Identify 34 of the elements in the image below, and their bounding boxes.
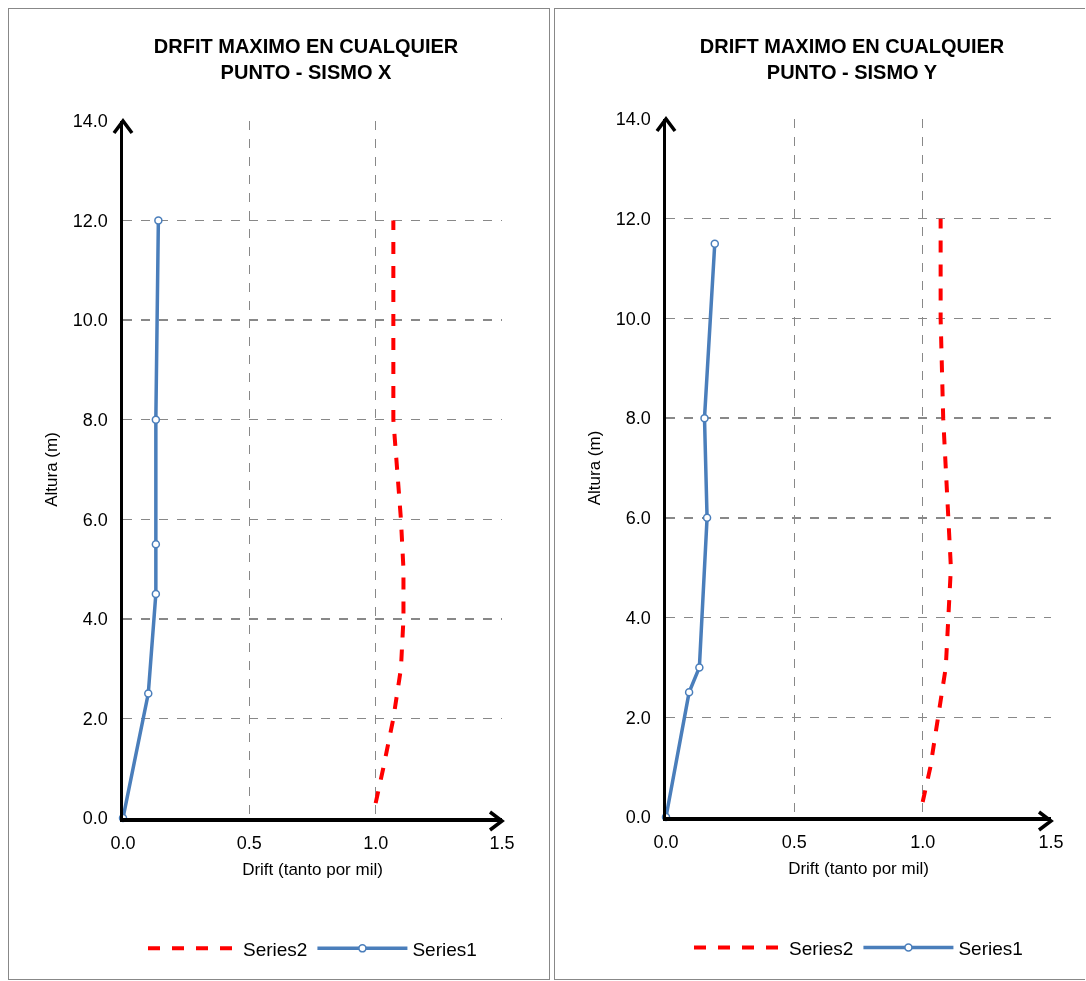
- y-tick-label: 4.0: [625, 607, 651, 628]
- y-tick-label: 10.0: [72, 310, 108, 331]
- legend-label: Series2: [789, 937, 854, 959]
- legend-label: Series1: [412, 938, 477, 960]
- chart-title: DRIFT MAXIMO EN CUALQUIER PUNTO - SISMO Y: [699, 34, 1005, 83]
- y-tick-label: 6.0: [82, 509, 108, 530]
- x-axis-title: Drift (tanto por mil): [788, 859, 929, 879]
- x-axis-title: Drift (tanto por mil): [242, 860, 383, 880]
- y-axis-title: Altura (m): [41, 432, 61, 507]
- x-tick-label: 0.0: [110, 833, 136, 854]
- y-tick-label: 14.0: [72, 111, 108, 132]
- x-tick-label: 0.5: [236, 833, 262, 854]
- x-tick-label: 1.5: [489, 833, 515, 854]
- y-tick-label: 0.0: [82, 808, 108, 829]
- y-tick-label: 0.0: [625, 807, 651, 828]
- legend-label: Series2: [243, 938, 308, 960]
- x-tick-label: 1.5: [1038, 832, 1064, 853]
- x-tick-label: 0.0: [653, 832, 679, 853]
- y-tick-label: 2.0: [82, 708, 108, 729]
- y-tick-label: 10.0: [615, 308, 651, 329]
- x-tick-label: 1.0: [363, 833, 389, 854]
- y-tick-label: 6.0: [625, 508, 651, 529]
- legend-label: Series1: [958, 937, 1023, 959]
- y-tick-label: 4.0: [82, 609, 108, 630]
- x-tick-label: 0.5: [781, 832, 807, 853]
- y-tick-label: 12.0: [615, 209, 651, 230]
- y-axis-title: Altura (m): [584, 430, 604, 506]
- chart-title: DRFIT MAXIMO EN CUALQUIER PUNTO - SISMO X: [153, 34, 459, 83]
- y-tick-label: 8.0: [625, 408, 651, 429]
- y-tick-label: 14.0: [615, 109, 651, 130]
- y-tick-label: 12.0: [72, 210, 108, 231]
- y-tick-label: 2.0: [625, 707, 651, 728]
- x-tick-label: 1.0: [910, 832, 936, 853]
- y-tick-label: 8.0: [82, 410, 108, 431]
